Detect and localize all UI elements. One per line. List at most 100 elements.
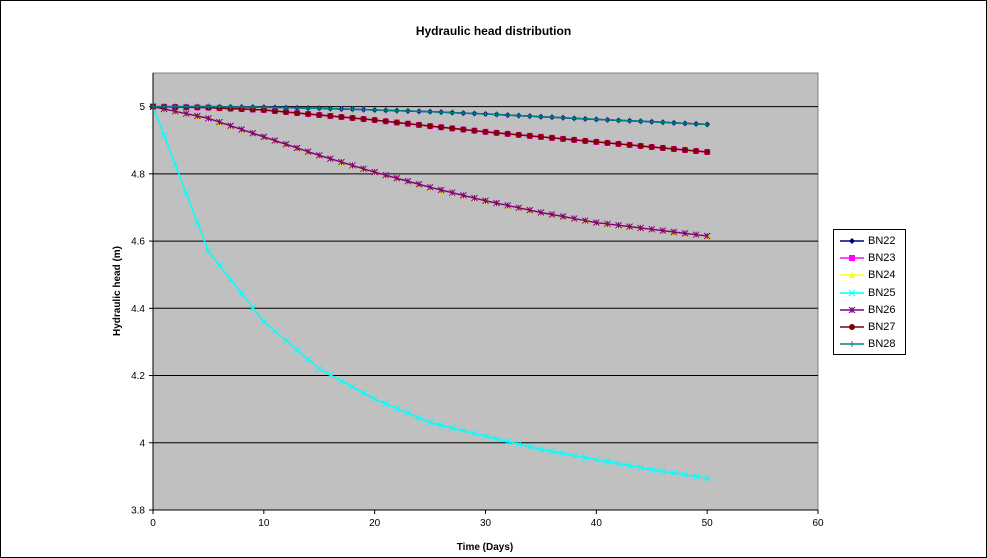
data-point	[271, 327, 279, 335]
data-point	[371, 117, 378, 124]
data-point	[216, 261, 223, 269]
data-point	[659, 227, 667, 235]
data-point	[371, 168, 379, 176]
data-point	[182, 110, 190, 118]
legend-label: BN25	[868, 286, 896, 299]
legend: BN22 BN23 BN24 BN25 BN26 BN27 BN28	[833, 229, 906, 355]
data-point	[560, 114, 567, 121]
data-point	[404, 409, 412, 417]
legend-item-bn28: BN28	[834, 335, 905, 353]
data-point	[670, 119, 677, 126]
data-point	[305, 105, 312, 112]
data-point	[360, 165, 367, 173]
data-point	[415, 180, 423, 188]
data-point	[659, 144, 666, 151]
data-point	[193, 218, 201, 226]
data-point	[294, 104, 301, 111]
data-point	[682, 146, 688, 153]
data-point	[172, 103, 179, 110]
data-point	[848, 306, 856, 314]
data-point	[849, 341, 855, 348]
data-point	[227, 276, 234, 283]
data-point	[282, 140, 290, 148]
data-point	[615, 221, 622, 229]
legend-item-bn24: BN24	[834, 266, 905, 284]
data-point	[316, 112, 323, 119]
plot-area	[152, 72, 819, 511]
data-point	[849, 272, 855, 279]
data-point	[193, 112, 201, 120]
data-point	[415, 414, 423, 422]
data-point	[493, 129, 500, 136]
data-point	[182, 189, 190, 197]
data-point	[304, 356, 312, 363]
legend-swatch	[840, 272, 864, 279]
data-point	[238, 126, 246, 133]
data-point	[493, 435, 500, 443]
data-point	[493, 199, 500, 207]
data-point	[404, 120, 411, 127]
legend-item-bn23: BN23	[834, 249, 905, 267]
data-point	[349, 106, 356, 113]
data-point	[437, 421, 445, 429]
data-point	[327, 113, 334, 120]
legend-label: BN26	[868, 303, 896, 316]
data-point	[426, 419, 434, 426]
data-point	[482, 128, 489, 135]
legend-item-bn27: BN27	[834, 318, 905, 336]
data-point	[393, 119, 400, 126]
data-point	[459, 192, 467, 199]
y-tick-label: 4.6	[131, 237, 145, 248]
data-point	[681, 471, 689, 479]
data-point	[482, 111, 489, 118]
data-point	[548, 211, 556, 218]
data-point	[692, 231, 700, 239]
y-tick-label: 4.4	[131, 304, 145, 315]
data-point	[626, 141, 633, 148]
data-point	[393, 107, 400, 114]
data-point	[283, 104, 289, 111]
data-point	[271, 137, 279, 144]
data-point	[260, 133, 268, 141]
data-point	[582, 137, 589, 144]
data-point	[559, 450, 567, 457]
data-point	[294, 110, 301, 117]
legend-item-bn25: BN25	[834, 284, 905, 302]
data-point	[637, 142, 644, 149]
data-point	[848, 289, 856, 296]
legend-label: BN27	[868, 321, 896, 333]
data-point	[459, 427, 467, 435]
data-point	[571, 136, 578, 143]
legend-swatch	[840, 341, 864, 348]
data-point	[249, 104, 256, 111]
data-point	[615, 460, 622, 467]
data-point	[404, 177, 412, 185]
x-tick-label: 10	[258, 518, 270, 529]
legend-swatch	[840, 306, 864, 314]
data-point	[371, 395, 379, 403]
legend-label: BN22	[868, 235, 896, 247]
series-bn28	[150, 103, 711, 128]
data-point	[549, 114, 555, 121]
data-point	[349, 383, 356, 391]
data-point	[150, 103, 156, 110]
data-point	[593, 116, 600, 123]
data-point	[659, 119, 666, 126]
data-point	[427, 123, 434, 130]
data-point	[382, 171, 390, 179]
data-point	[293, 144, 301, 152]
data-point	[682, 120, 688, 127]
data-point	[238, 104, 245, 111]
data-point	[626, 223, 633, 230]
data-point	[571, 115, 578, 122]
data-point	[448, 189, 456, 197]
data-point	[704, 121, 711, 128]
data-point	[693, 120, 700, 127]
data-point	[205, 247, 212, 255]
data-point	[327, 105, 334, 112]
data-point	[581, 454, 589, 461]
x-tick-label: 0	[150, 518, 156, 529]
data-point	[460, 110, 467, 117]
data-point	[205, 103, 212, 110]
data-point	[549, 134, 555, 141]
